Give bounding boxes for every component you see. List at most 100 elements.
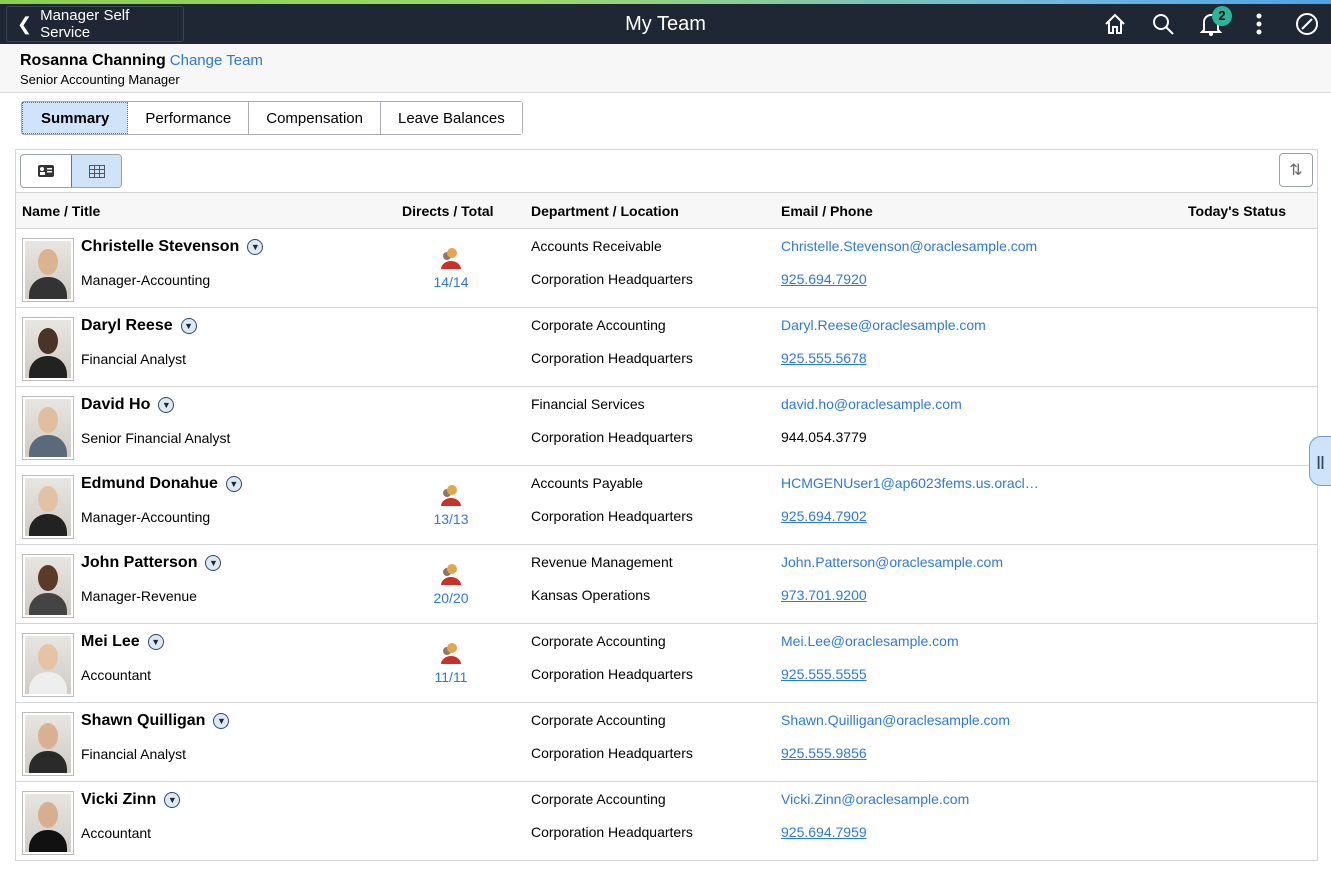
employee-title: Accountant bbox=[81, 825, 152, 841]
employee-title: Financial Analyst bbox=[81, 746, 187, 762]
col-email[interactable]: Email / Phone bbox=[781, 203, 873, 219]
email-link[interactable]: Daryl.Reese@oraclesample.com bbox=[781, 317, 986, 333]
table-row[interactable]: Daryl Reese ▼ Financial Analyst Corporate… bbox=[16, 308, 1317, 387]
chevron-left-icon: ❮ bbox=[17, 13, 33, 34]
directs-total[interactable]: 20/20 bbox=[416, 563, 486, 606]
email-link[interactable]: John.Patterson@oraclesample.com bbox=[781, 554, 1003, 570]
table-row[interactable]: John Patterson ▼ Manager-Revenue 20/20 Re… bbox=[16, 545, 1317, 624]
email-link[interactable]: HCMGENUser1@ap6023fems.us.oracle.com bbox=[781, 475, 1046, 491]
employee-name[interactable]: Mei Lee ▼ bbox=[81, 633, 164, 651]
location: Corporation Headquarters bbox=[531, 824, 693, 840]
employee-photo[interactable] bbox=[22, 396, 74, 460]
employee-name[interactable]: Christelle Stevenson ▼ bbox=[81, 238, 264, 256]
phone[interactable]: 925.555.5555 bbox=[781, 666, 867, 682]
compass-icon[interactable] bbox=[1283, 12, 1331, 36]
employee-name[interactable]: David Ho ▼ bbox=[81, 396, 175, 414]
employee-photo[interactable] bbox=[22, 238, 74, 302]
team-icon bbox=[441, 485, 461, 506]
email-link[interactable]: Vicki.Zinn@oraclesample.com bbox=[781, 791, 970, 807]
employee-name[interactable]: Shawn Quilligan ▼ bbox=[81, 712, 230, 730]
actions-dropdown-icon[interactable]: ▼ bbox=[213, 713, 230, 729]
employee-title: Manager-Revenue bbox=[81, 588, 197, 604]
employee-photo[interactable] bbox=[22, 712, 74, 776]
actions-dropdown-icon[interactable]: ▼ bbox=[205, 555, 222, 571]
sort-icon: ⇅ bbox=[1289, 162, 1303, 179]
actions-dropdown-icon[interactable]: ▼ bbox=[180, 318, 197, 334]
table-row[interactable]: Christelle Stevenson ▼ Manager-Accounting… bbox=[16, 229, 1317, 308]
email-link[interactable]: david.ho@oraclesample.com bbox=[781, 396, 962, 412]
phone[interactable]: 925.694.7959 bbox=[781, 824, 867, 840]
actions-dropdown-icon[interactable]: ▼ bbox=[225, 476, 242, 492]
employee-photo[interactable] bbox=[22, 317, 74, 381]
email-link[interactable]: Mei.Lee@oraclesample.com bbox=[781, 633, 959, 649]
sort-button[interactable]: ⇅ bbox=[1279, 153, 1313, 187]
employee-name[interactable]: Vicki Zinn ▼ bbox=[81, 791, 181, 809]
tab-summary[interactable]: Summary bbox=[22, 102, 129, 134]
card-view-button[interactable] bbox=[21, 155, 71, 187]
email-link[interactable]: Christelle.Stevenson@oraclesample.com bbox=[781, 238, 1038, 254]
phone: 944.054.3779 bbox=[781, 429, 867, 445]
location: Corporation Headquarters bbox=[531, 745, 693, 761]
table-row[interactable]: David Ho ▼ Senior Financial Analyst Finan… bbox=[16, 387, 1317, 466]
phone[interactable]: 973.701.9200 bbox=[781, 587, 867, 603]
phone[interactable]: 925.555.5678 bbox=[781, 350, 867, 366]
team-grid: ⇅ Name / Title Directs / Total Departmen… bbox=[15, 149, 1318, 861]
employee-title: Manager-Accounting bbox=[81, 272, 211, 288]
search-icon[interactable] bbox=[1139, 12, 1187, 36]
table-row[interactable]: Vicki Zinn ▼ Accountant Corporate Account… bbox=[16, 782, 1317, 861]
employee-photo[interactable] bbox=[22, 475, 74, 539]
col-directs[interactable]: Directs / Total bbox=[402, 203, 494, 219]
team-icon bbox=[441, 248, 461, 269]
change-team-link[interactable]: Change Team bbox=[169, 52, 263, 69]
home-icon[interactable] bbox=[1091, 13, 1139, 35]
team-icon bbox=[441, 643, 461, 664]
department: Corporate Accounting bbox=[531, 317, 666, 333]
back-label: Manager Self Service bbox=[40, 7, 130, 41]
department: Corporate Accounting bbox=[531, 633, 666, 649]
side-panel-handle[interactable]: || bbox=[1309, 436, 1331, 486]
employee-name[interactable]: Daryl Reese ▼ bbox=[81, 317, 197, 335]
table-row[interactable]: Shawn Quilligan ▼ Financial Analyst Corpo… bbox=[16, 703, 1317, 782]
col-status[interactable]: Today's Status bbox=[1188, 203, 1286, 219]
actions-dropdown-icon[interactable]: ▼ bbox=[158, 397, 175, 413]
department: Financial Services bbox=[531, 396, 645, 412]
actions-dropdown-icon[interactable]: ▼ bbox=[147, 634, 164, 650]
tab-compensation[interactable]: Compensation bbox=[249, 102, 381, 134]
table-row[interactable]: Edmund Donahue ▼ Manager-Accounting 13/13… bbox=[16, 466, 1317, 545]
department: Corporate Accounting bbox=[531, 791, 666, 807]
email-link[interactable]: Shawn.Quilligan@oraclesample.com bbox=[781, 712, 1010, 728]
grid-view-button[interactable] bbox=[71, 155, 121, 187]
actions-dropdown-icon[interactable]: ▼ bbox=[247, 239, 264, 255]
employee-photo[interactable] bbox=[22, 554, 74, 618]
more-vertical-icon[interactable] bbox=[1235, 13, 1283, 35]
tab-leave-balances[interactable]: Leave Balances bbox=[380, 102, 522, 134]
employee-title: Accountant bbox=[81, 667, 152, 683]
view-toggle bbox=[20, 154, 122, 188]
directs-total[interactable]: 14/14 bbox=[416, 247, 486, 290]
phone[interactable]: 925.694.7920 bbox=[781, 271, 867, 287]
department: Revenue Management bbox=[531, 554, 673, 570]
col-dept[interactable]: Department / Location bbox=[531, 203, 679, 219]
table-row[interactable]: Mei Lee ▼ Accountant 11/11 Corporate Acco… bbox=[16, 624, 1317, 703]
phone[interactable]: 925.555.9856 bbox=[781, 745, 867, 761]
col-name-title[interactable]: Name / Title bbox=[22, 203, 101, 219]
location: Kansas Operations bbox=[531, 587, 651, 603]
employee-title: Manager-Accounting bbox=[81, 509, 211, 525]
location: Corporation Headquarters bbox=[531, 271, 693, 287]
location: Corporation Headquarters bbox=[531, 350, 693, 366]
actions-dropdown-icon[interactable]: ▼ bbox=[164, 792, 181, 808]
location: Corporation Headquarters bbox=[531, 508, 693, 524]
notification-badge: 2 bbox=[1212, 6, 1232, 26]
bell-icon[interactable]: 2 bbox=[1187, 6, 1235, 36]
tab-bar: Summary Performance Compensation Leave B… bbox=[21, 101, 523, 135]
tab-performance[interactable]: Performance bbox=[128, 102, 250, 134]
employee-name[interactable]: John Patterson ▼ bbox=[81, 554, 222, 572]
employee-photo[interactable] bbox=[22, 633, 74, 697]
directs-total[interactable]: 11/11 bbox=[416, 642, 486, 685]
employee-name[interactable]: Edmund Donahue ▼ bbox=[81, 475, 242, 493]
back-button[interactable]: ❮ Manager Self Service bbox=[6, 6, 184, 42]
directs-total[interactable]: 13/13 bbox=[416, 484, 486, 527]
employee-photo[interactable] bbox=[22, 791, 74, 855]
department: Accounts Receivable bbox=[531, 238, 662, 254]
phone[interactable]: 925.694.7902 bbox=[781, 508, 867, 524]
